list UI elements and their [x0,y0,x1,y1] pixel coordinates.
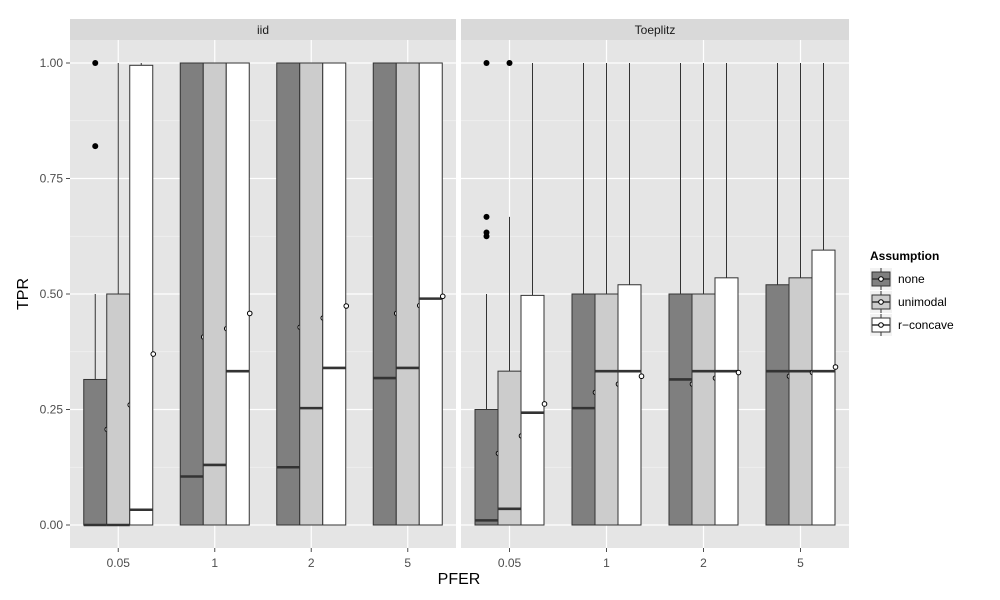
box-none [179,62,207,526]
box-rect [497,370,522,526]
legend-key-point [878,299,884,305]
box-r−concave [418,62,446,526]
box-r−concave [520,63,548,526]
box-none [276,62,304,526]
legend-entry-1: unimodal [870,291,947,313]
x-tick-label: 5 [404,556,411,570]
x-tick-label: 2 [308,556,315,570]
box-unimodal [299,62,327,526]
mean-point [832,364,839,370]
box-group-0.05 [474,60,548,526]
x-tick-label: 5 [797,556,804,570]
legend-entry-0: none [870,268,925,290]
y-tick-label: 0.50 [40,287,64,301]
box-none [372,62,400,526]
panel-iid: iid 0.05 1 2 5 [70,19,456,570]
box-none [571,63,599,526]
mean-point [541,401,548,407]
box-r−concave [225,62,253,526]
outlier-point [92,60,99,66]
box-rect [474,409,499,526]
box-none [668,63,696,526]
panel-strip-label: Toeplitz [635,23,676,37]
mean-point [638,373,645,380]
box-unimodal [395,62,423,526]
box-group-2 [668,63,742,526]
box-group-5 [372,62,446,526]
box-group-1 [571,63,645,526]
panel-strip [461,19,849,40]
box-r−concave [617,63,645,526]
outlier-point [506,60,513,66]
mean-point [150,351,157,357]
box-none [83,60,111,527]
x-tick-label: 1 [603,556,610,570]
legend: Assumption none unimodal r−concave [870,249,954,336]
box-rect [691,293,716,526]
box-rect [202,62,227,526]
outlier-point [483,213,490,220]
legend-entry-2: r−concave [870,314,954,336]
box-r−concave [322,62,350,526]
legend-title: Assumption [870,249,939,263]
y-tick-label: 1.00 [40,56,64,70]
box-group-5 [765,63,839,526]
box-r−concave [811,63,839,526]
outlier-point [92,143,99,150]
box-rect [617,284,642,526]
x-axis-title: PFER [438,571,481,588]
box-r−concave [129,63,157,526]
legend-label: r−concave [898,318,954,332]
x-tick-label: 1 [211,556,218,570]
panel-strip-label: iid [257,23,269,37]
box-none [474,60,502,526]
box-rect [594,293,619,526]
legend-label: unimodal [898,295,947,309]
box-unimodal [202,62,230,526]
y-axis-title: TPR [15,278,32,310]
outlier-point [483,229,490,236]
box-rect [179,62,204,526]
box-rect [520,294,545,526]
box-rect [571,293,596,526]
y-tick-label: 0.00 [40,518,64,532]
x-tick-label: 2 [700,556,707,570]
box-group-1 [179,62,253,526]
x-tick-label: 0.05 [107,556,131,570]
x-tick-label: 0.05 [498,556,522,570]
box-rect [106,293,131,526]
box-rect [668,293,693,526]
box-rect [225,62,250,526]
panel-toeplitz: Toeplitz 0.05 1 2 5 [461,19,849,570]
box-rect [811,249,836,526]
mean-point [439,293,446,300]
mean-point [343,303,350,309]
box-r−concave [714,63,742,526]
legend-label: none [898,272,925,286]
box-rect [83,378,108,526]
y-tick-label: 0.25 [40,403,64,417]
mean-point [735,369,742,376]
box-rect [418,62,443,526]
box-rect [765,284,790,526]
box-rect [372,62,397,526]
box-rect [322,62,347,526]
box-group-2 [276,62,350,526]
box-rect [129,64,154,526]
y-tick-label: 0.75 [40,172,64,186]
box-rect [276,62,301,526]
box-rect [299,62,324,526]
box-group-0.05 [83,60,157,527]
box-rect [714,277,739,526]
box-rect [788,277,813,526]
box-rect [395,62,420,526]
legend-key-point [878,276,884,282]
outlier-point [483,60,490,66]
mean-point [246,310,253,317]
legend-key-point [878,322,884,328]
box-unimodal [497,60,525,526]
panel-strip [70,19,456,40]
